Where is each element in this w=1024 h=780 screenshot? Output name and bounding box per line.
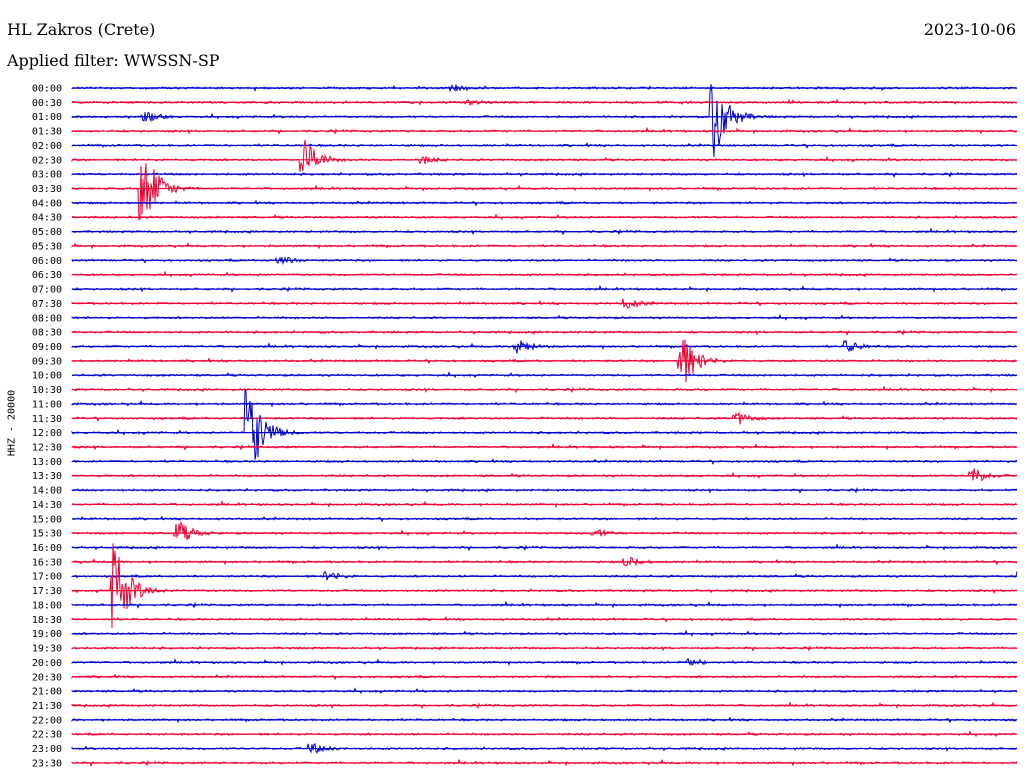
row-label-0330: 03:30: [32, 184, 62, 195]
row-label-0900: 09:00: [32, 342, 62, 353]
row-label-0930: 09:30: [32, 356, 62, 367]
row-label-1600: 16:00: [32, 543, 62, 554]
row-label-0430: 04:30: [32, 213, 62, 224]
row-label-1430: 14:30: [32, 500, 62, 511]
trace-row-0330: [71, 163, 1018, 221]
row-label-1800: 18:00: [32, 600, 62, 611]
row-label-1030: 10:30: [32, 385, 62, 396]
row-label-2200: 22:00: [32, 715, 62, 726]
row-label-0800: 08:00: [32, 313, 62, 324]
row-label-0700: 07:00: [32, 285, 62, 296]
row-label-0730: 07:30: [32, 299, 62, 310]
row-label-1400: 14:00: [32, 486, 62, 497]
row-label-2330: 23:30: [32, 758, 62, 769]
row-label-2230: 22:30: [32, 730, 62, 741]
row-label-0130: 01:30: [32, 127, 62, 138]
row-label-1200: 12:00: [32, 428, 62, 439]
row-label-1230: 12:30: [32, 443, 62, 454]
row-label-0230: 02:30: [32, 155, 62, 166]
row-label-1000: 10:00: [32, 371, 62, 382]
row-label-2300: 23:00: [32, 744, 62, 755]
row-label-0600: 06:00: [32, 256, 62, 267]
row-label-2030: 20:30: [32, 672, 62, 683]
row-label-0300: 03:00: [32, 170, 62, 181]
row-label-1930: 19:30: [32, 644, 62, 655]
trace-row-1200: [71, 389, 1018, 460]
row-label-1300: 13:00: [32, 457, 62, 468]
trace-group: [71, 84, 1018, 767]
row-label-0630: 06:30: [32, 270, 62, 281]
row-label-1900: 19:00: [32, 629, 62, 640]
filter-label: Applied filter: WWSSN-SP: [7, 51, 220, 70]
row-label-0400: 04:00: [32, 198, 62, 209]
row-label-1330: 13:30: [32, 471, 62, 482]
row-label-1130: 11:30: [32, 414, 62, 425]
row-label-group: 00:00 00:30 01:00 01:30 02:00 02:30 03:00 03:30…: [32, 84, 62, 770]
row-label-1630: 16:30: [32, 557, 62, 568]
row-label-1730: 17:30: [32, 586, 62, 597]
row-label-2100: 21:00: [32, 687, 62, 698]
row-label-0000: 00:00: [32, 84, 62, 95]
row-label-1100: 11:00: [32, 399, 62, 410]
row-label-0100: 01:00: [32, 112, 62, 123]
trace-row-1330: [71, 468, 1018, 482]
row-label-1530: 15:30: [32, 529, 62, 540]
row-label-0200: 02:00: [32, 141, 62, 152]
row-label-0030: 00:30: [32, 98, 62, 109]
row-label-2130: 21:30: [32, 701, 62, 712]
row-label-0530: 05:30: [32, 241, 62, 252]
row-label-1830: 18:30: [32, 615, 62, 626]
trace-row-1730: [71, 543, 1018, 629]
row-label-0830: 08:30: [32, 328, 62, 339]
row-label-2000: 20:00: [32, 658, 62, 669]
station-title: HL Zakros (Crete): [7, 20, 156, 39]
row-label-1500: 15:00: [32, 514, 62, 525]
record-date: 2023-10-06: [923, 20, 1016, 39]
row-label-0500: 05:00: [32, 227, 62, 238]
row-label-1700: 17:00: [32, 572, 62, 583]
trace-row-1530: [71, 520, 1018, 540]
